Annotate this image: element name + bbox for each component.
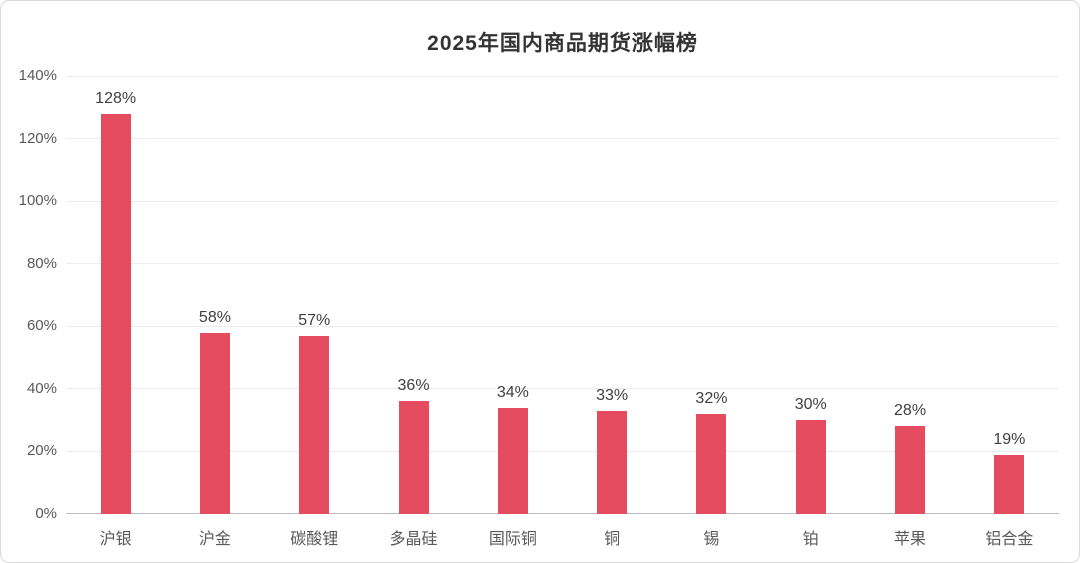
x-tick-label: 锡 [703, 531, 720, 548]
bar-value-label: 57% [298, 311, 331, 329]
x-tick-label: 国际铜 [488, 531, 537, 548]
gridline [66, 263, 1059, 265]
y-tick-label: 20% [26, 442, 57, 460]
bar [795, 420, 826, 514]
chart-title: 2025年国内商品期货涨幅榜 [427, 32, 698, 55]
x-tick-label: 苹果 [894, 531, 927, 548]
bar-value-label: 19% [993, 430, 1026, 448]
x-tick-label: 多晶硅 [389, 531, 438, 548]
gridline [66, 388, 1059, 390]
x-tick-label: 沪金 [198, 531, 231, 548]
y-tick-label: 0% [35, 505, 57, 522]
bar-value-label: 28% [894, 402, 927, 420]
x-tick-label: 铂 [802, 531, 819, 548]
bar [100, 113, 131, 514]
bar-value-label: 32% [695, 389, 728, 407]
gridline [66, 325, 1059, 327]
bar [696, 413, 727, 514]
y-tick-label: 80% [26, 254, 57, 272]
bar [994, 454, 1025, 514]
bar [199, 332, 230, 514]
plot-area: 128% 58% 57% 36% 34% 33% 32% 30% 28% 19% [66, 75, 1059, 514]
bar-value-label: 34% [496, 383, 529, 401]
x-axis-line [66, 513, 1059, 514]
gridline [66, 75, 1059, 77]
bar-value-label: 36% [397, 377, 430, 395]
x-tick-label: 沪银 [99, 531, 132, 548]
bar-value-label: 33% [596, 386, 629, 404]
y-tick-label: 40% [26, 379, 57, 397]
gridline [66, 200, 1059, 202]
x-tick-label: 碳酸锂 [290, 531, 339, 548]
bar-value-label: 30% [794, 396, 827, 414]
bar [895, 426, 926, 514]
gridline [66, 450, 1059, 452]
y-tick-label: 60% [26, 317, 57, 335]
gridline [66, 138, 1059, 140]
bar-value-label: 128% [95, 89, 137, 107]
bar [398, 401, 429, 514]
x-tick-label: 铝合金 [985, 531, 1034, 548]
y-tick-label: 140% [18, 67, 57, 84]
bar [497, 407, 528, 514]
bar-value-label: 58% [198, 308, 231, 326]
bar [597, 410, 628, 514]
y-tick-label: 100% [18, 192, 57, 210]
x-tick-label: 铜 [604, 531, 621, 548]
bar [299, 335, 330, 514]
y-tick-label: 120% [18, 129, 57, 147]
